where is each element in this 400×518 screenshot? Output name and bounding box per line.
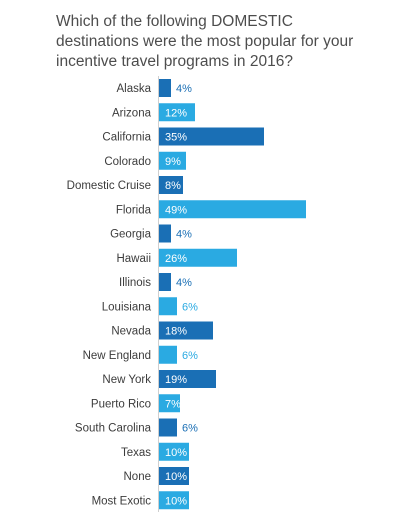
bar [159, 200, 306, 219]
value-label: 12% [165, 107, 187, 119]
bar [159, 491, 189, 510]
category-label: Arizona [112, 107, 152, 119]
bar-row-puerto-rico: Puerto Rico 7% [91, 394, 181, 413]
bar-row-new-england: New England 6% [83, 345, 198, 364]
bar-row-alaska: Alaska 4% [116, 79, 192, 97]
value-label: 10% [165, 471, 187, 483]
value-label: 9% [165, 156, 181, 168]
chart-title: Which of the following DOMESTIC destinat… [56, 13, 354, 70]
value-label: 6% [182, 350, 198, 362]
bar [159, 224, 171, 243]
value-label: 6% [182, 301, 198, 313]
category-label: Florida [116, 204, 152, 216]
bar [159, 394, 180, 413]
category-label: Louisiana [102, 301, 152, 313]
bar [159, 418, 177, 437]
category-label: Nevada [111, 326, 151, 338]
bars-group: Alaska 4% Arizona 12% California 35% Colorado 9… [67, 79, 306, 510]
category-label: South Carolina [75, 423, 152, 435]
bar [159, 127, 264, 146]
bar [159, 248, 237, 267]
bar-row-most-exotic: Most Exotic 10% [92, 491, 189, 510]
category-label: None [124, 471, 152, 483]
bar-row-arizona: Arizona 12% [112, 103, 195, 122]
bar [159, 442, 189, 461]
bar [159, 151, 186, 170]
category-label: Georgia [110, 229, 152, 241]
category-label: Alaska [116, 83, 151, 95]
bar [159, 370, 216, 388]
bar-row-hawaii: Hawaii 26% [116, 248, 237, 267]
bar-row-texas: Texas 10% [121, 442, 189, 461]
category-label: Illinois [119, 277, 151, 289]
value-label: 4% [176, 83, 192, 95]
value-label: 19% [165, 374, 187, 386]
category-label: Domestic Cruise [67, 180, 151, 192]
bar-row-louisiana: Louisiana 6% [102, 297, 198, 316]
bar-row-colorado: Colorado 9% [104, 151, 186, 170]
bar [159, 321, 213, 340]
bar-row-california: California 35% [102, 127, 264, 146]
category-label: Hawaii [116, 253, 151, 265]
bar-row-new-york: New York 19% [102, 370, 216, 388]
category-label: Colorado [104, 156, 151, 168]
bar-row-south-carolina: South Carolina 6% [75, 418, 198, 437]
value-label: 6% [182, 423, 198, 435]
value-label: 10% [165, 495, 187, 507]
bar [159, 273, 171, 291]
bar [159, 297, 177, 316]
bar-row-none: None 10% [124, 467, 189, 485]
bar [159, 103, 195, 122]
category-label: New York [102, 374, 151, 386]
bar-row-florida: Florida 49% [116, 200, 306, 219]
value-label: 18% [165, 326, 187, 338]
value-label: 8% [165, 180, 181, 192]
bar [159, 79, 171, 97]
bar-row-georgia: Georgia 4% [110, 224, 192, 243]
category-label: New England [83, 350, 151, 362]
bar [159, 345, 177, 364]
value-label: 4% [176, 277, 192, 289]
category-label: Puerto Rico [91, 398, 151, 410]
value-label: 4% [176, 229, 192, 241]
value-label: 35% [165, 132, 187, 144]
category-label: Most Exotic [92, 495, 152, 507]
value-label: 49% [165, 204, 187, 216]
value-label: 10% [165, 447, 187, 459]
category-label: California [102, 132, 151, 144]
bar-row-nevada: Nevada 18% [111, 321, 213, 340]
bar-row-illinois: Illinois 4% [119, 273, 192, 291]
bar [159, 467, 189, 485]
value-label: 26% [165, 253, 187, 265]
category-label: Texas [121, 447, 151, 459]
bar-row-domestic-cruise: Domestic Cruise 8% [67, 176, 183, 194]
value-label: 7% [165, 398, 181, 410]
bar [159, 176, 183, 194]
